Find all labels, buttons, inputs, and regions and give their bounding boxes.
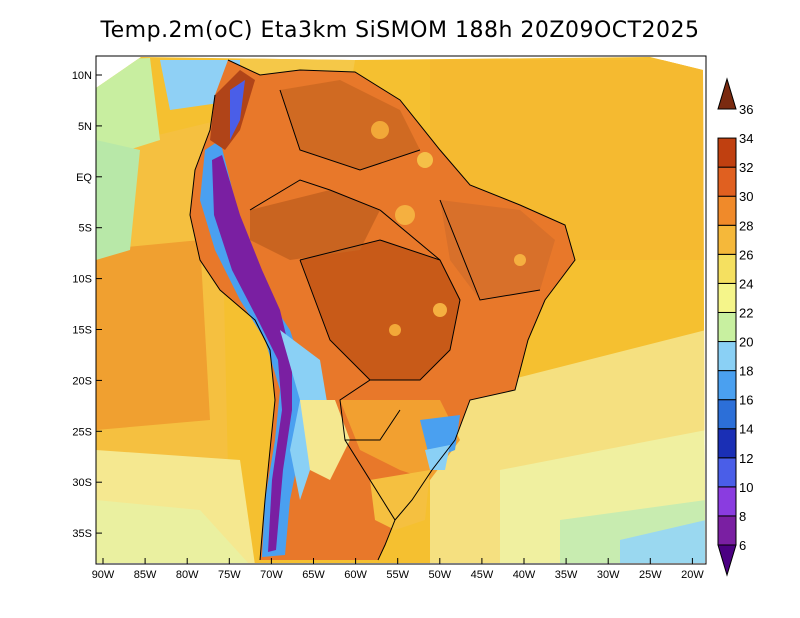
colorbar-segment: [717, 341, 737, 372]
lat-tick-label: 30S: [72, 477, 92, 489]
lon-tick-label: 20W: [681, 569, 704, 581]
colorbar-label: 24: [739, 276, 753, 291]
latitude-axis: 10N 5N EQ 5S 10S 15S 20S 25S 30S 35S: [72, 70, 102, 540]
colorbar-segment: [717, 224, 737, 255]
lat-tick-label: EQ: [76, 172, 92, 184]
colorbar-segment: [717, 370, 737, 401]
colorbar-segment: [717, 166, 737, 197]
lon-tick-label: 40W: [513, 569, 536, 581]
lat-tick-label: 10N: [72, 70, 92, 82]
lat-tick-label: 25S: [72, 426, 92, 438]
lon-tick-label: 65W: [302, 569, 325, 581]
lat-tick-label: 20S: [72, 375, 92, 387]
colorbar-segment: [717, 428, 737, 459]
colorbar-label: 32: [739, 160, 753, 175]
colorbar-segment: [717, 195, 737, 226]
colorbar-label: 18: [739, 364, 753, 379]
colorbar-arrow-low: [717, 544, 737, 577]
lat-tick-label: 35S: [72, 528, 92, 540]
colorbar-label: 26: [739, 247, 753, 262]
colorbar-label: 22: [739, 305, 753, 320]
lon-tick-label: 70W: [260, 569, 283, 581]
lon-tick-label: 75W: [218, 569, 241, 581]
lon-tick-label: 85W: [134, 569, 157, 581]
colorbar-segment: [717, 399, 737, 430]
colorbar-label: 6: [739, 538, 746, 553]
colorbar-label: 10: [739, 480, 753, 495]
colorbar-label: 16: [739, 393, 753, 408]
colorbar-label: 20: [739, 335, 753, 350]
lon-tick-label: 80W: [176, 569, 199, 581]
map-field: [96, 57, 705, 563]
colorbar-segment: [717, 137, 737, 168]
lon-tick-label: 60W: [344, 569, 367, 581]
colorbar-segment: [717, 253, 737, 284]
colorbar-label: 8: [739, 509, 746, 524]
longitude-axis: 90W 85W 80W 75W 70W 65W 60W 55W 50W 45W 40W 35W 30W 2…: [92, 558, 704, 581]
lon-tick-label: 30W: [597, 569, 620, 581]
colorbar-label: 30: [739, 189, 753, 204]
colorbar-label: 12: [739, 451, 753, 466]
colorbar: 6 8 10 12 14 16 18 20 22 24 26 28 30 32 34 36: [717, 77, 753, 577]
lon-tick-label: 35W: [555, 569, 578, 581]
colorbar-arrow-high: [717, 77, 737, 110]
lon-tick-label: 50W: [428, 569, 451, 581]
lon-tick-label: 25W: [639, 569, 662, 581]
lat-tick-label: 10S: [72, 274, 92, 286]
colorbar-segment: [717, 457, 737, 488]
lon-tick-label: 55W: [386, 569, 409, 581]
lat-tick-label: 5N: [78, 121, 92, 133]
colorbar-label: 28: [739, 218, 753, 233]
map-title: Temp.2m(oC) Eta3km SiSMOM 188h 20Z09OCT2…: [100, 18, 700, 43]
political-boundaries: [189, 59, 576, 561]
lon-tick-label: 45W: [471, 569, 494, 581]
lon-tick-label: 90W: [92, 569, 115, 581]
colorbar-segment: [717, 311, 737, 343]
colorbar-label: 34: [739, 131, 753, 146]
lat-tick-label: 5S: [79, 223, 92, 235]
plot-frame: [95, 55, 707, 565]
colorbar-segment: [717, 486, 737, 517]
colorbar-label: 36: [739, 102, 753, 117]
lat-tick-label: 15S: [72, 325, 92, 337]
colorbar-segment: [717, 282, 737, 313]
colorbar-segment: [717, 515, 737, 546]
colorbar-label: 14: [739, 422, 753, 437]
